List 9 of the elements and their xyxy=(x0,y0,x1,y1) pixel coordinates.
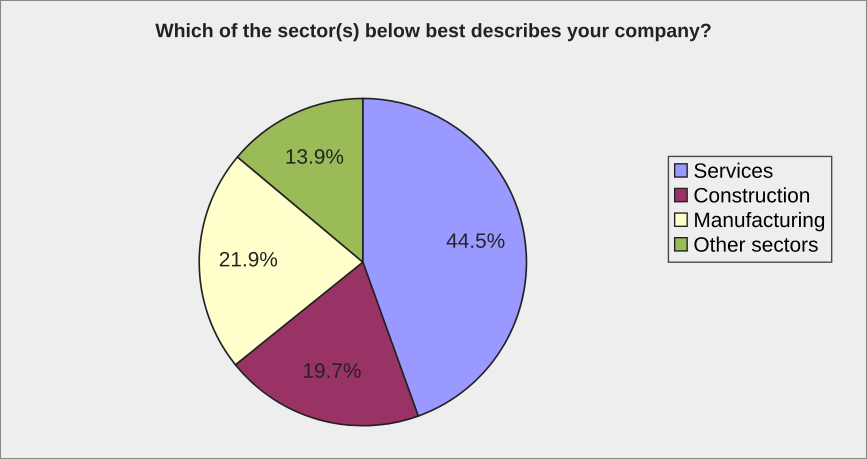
data-label: 19.7% xyxy=(304,363,361,378)
legend-label: Other sectors xyxy=(694,236,818,252)
data-label: 44.5% xyxy=(446,233,504,248)
chart-title: Which of the sector(s) below best describes your company? xyxy=(155,23,711,42)
data-label: 13.9% xyxy=(286,149,344,164)
legend-label: Construction xyxy=(694,187,810,203)
legend-label: Services xyxy=(694,162,773,178)
data-label: 21.9% xyxy=(220,252,278,267)
legend-label: Manufacturing xyxy=(695,212,824,232)
